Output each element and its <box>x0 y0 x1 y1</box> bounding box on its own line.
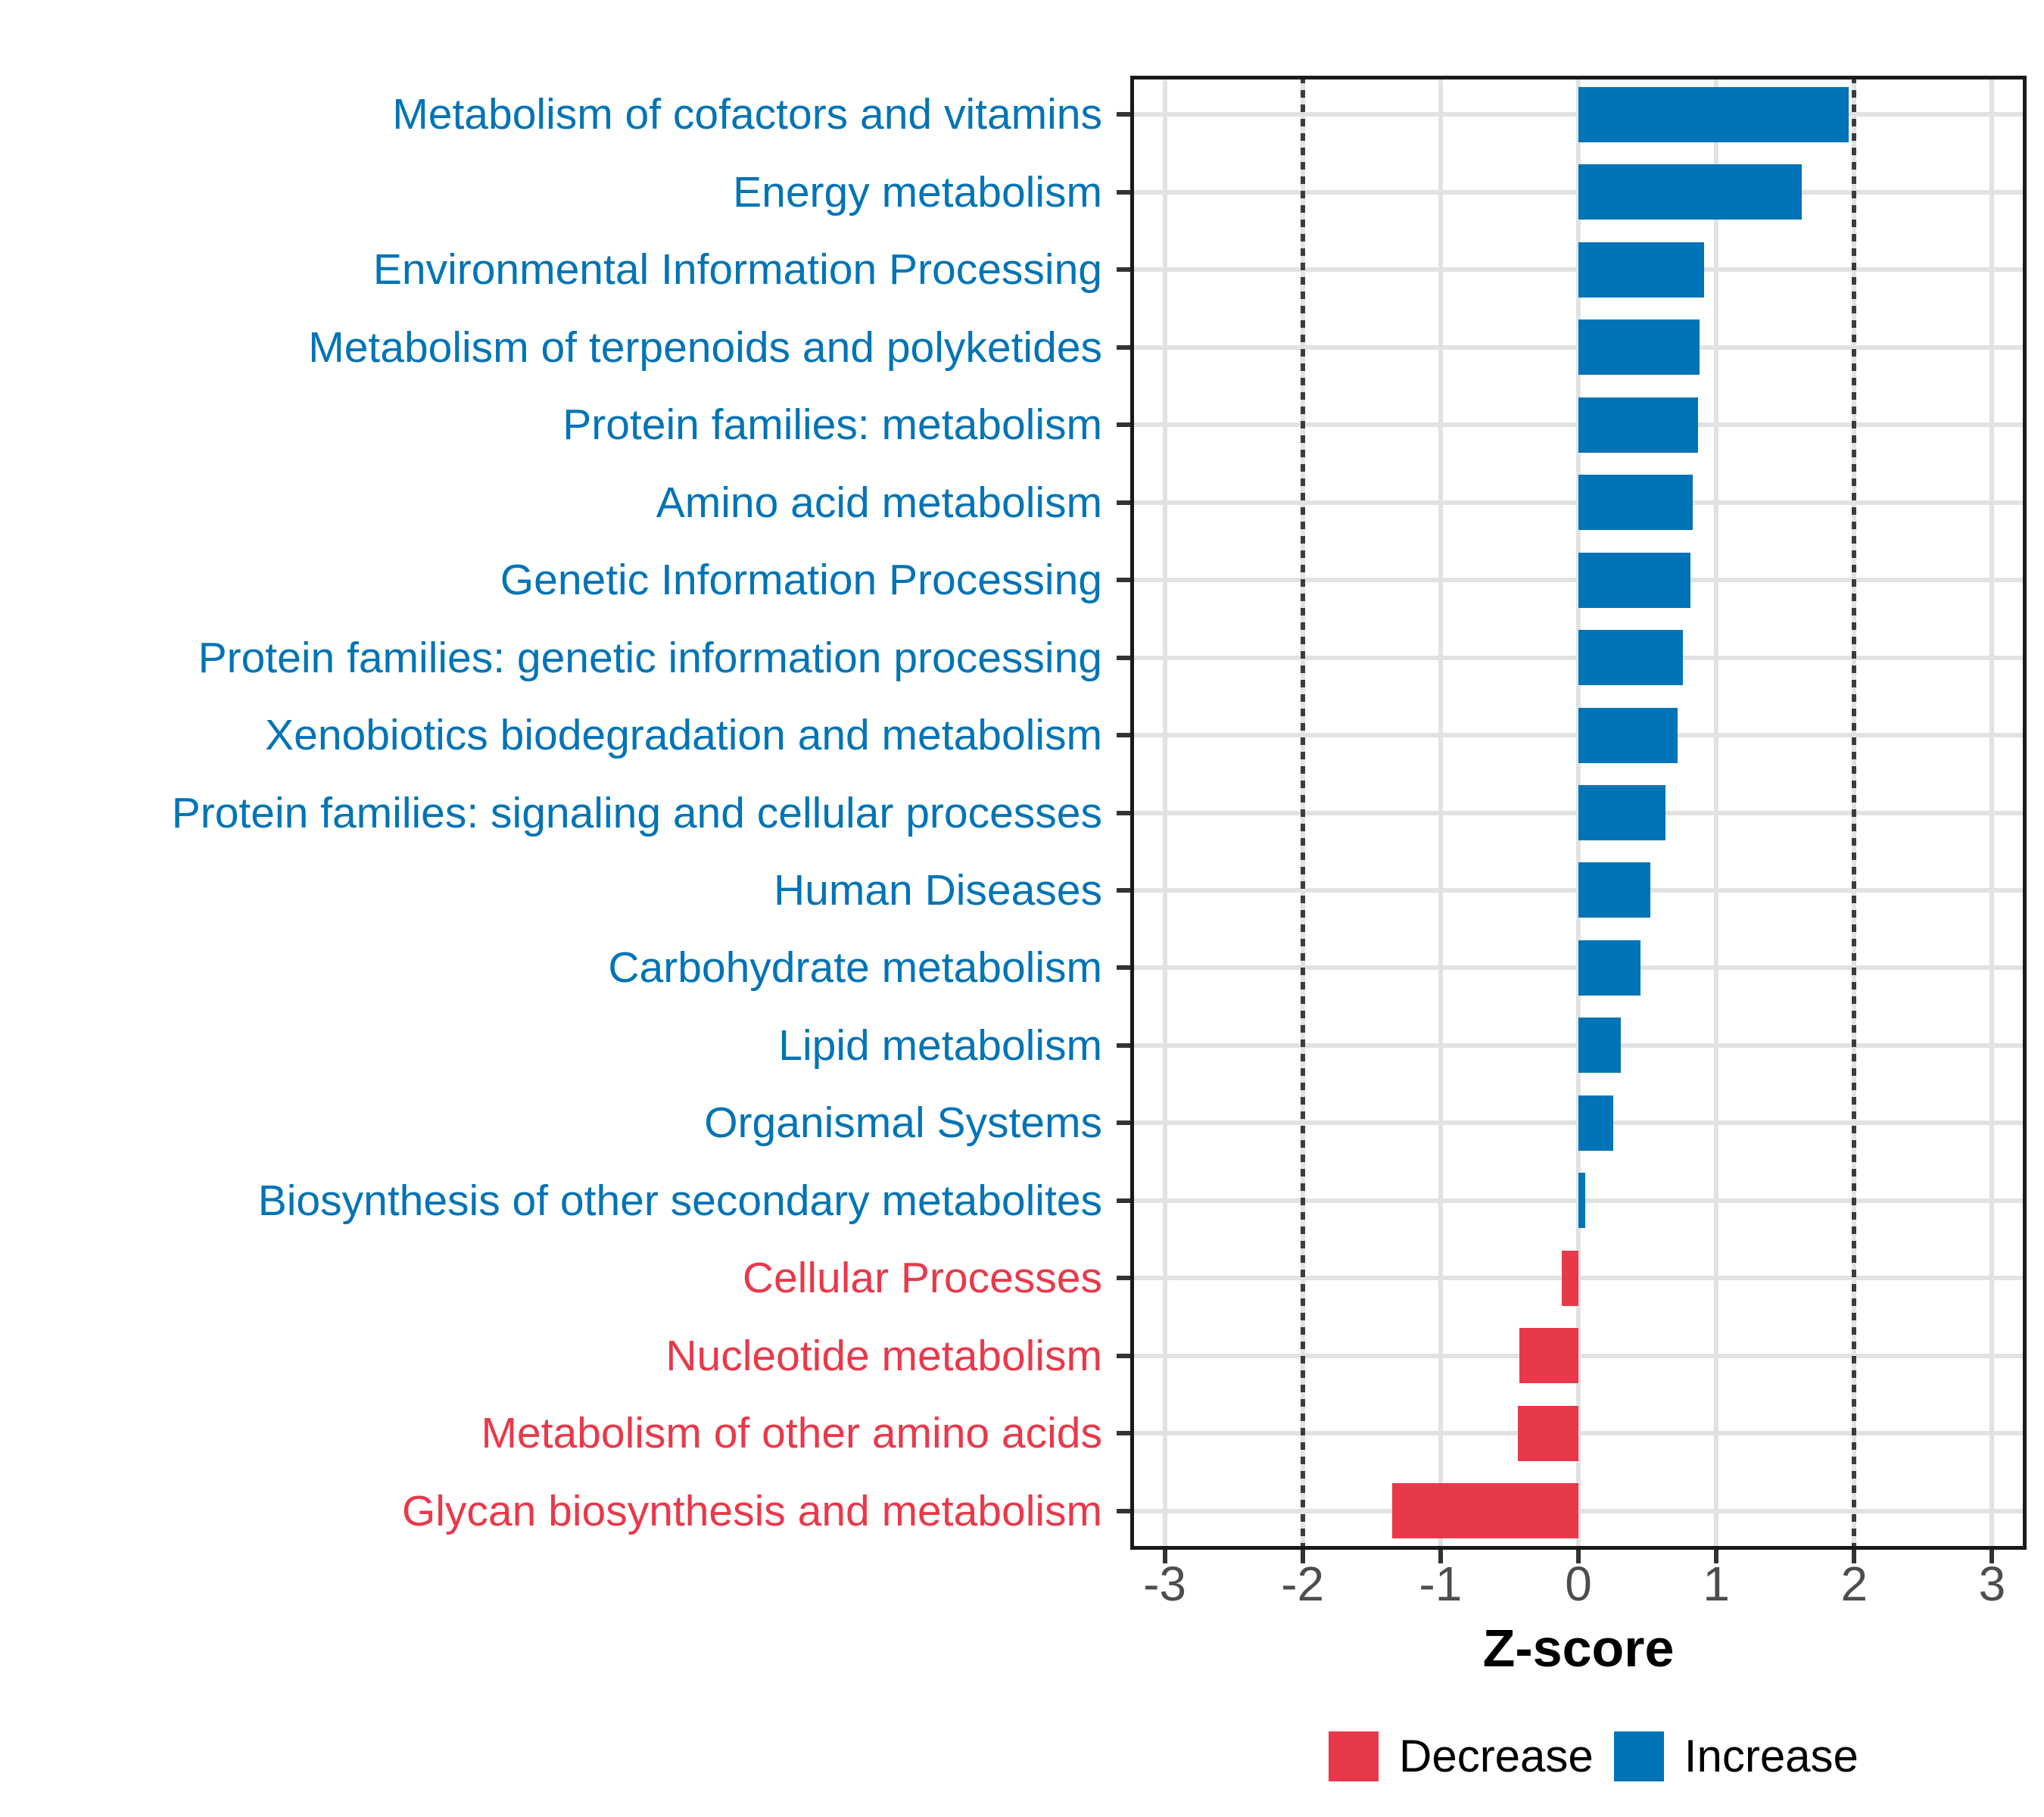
y-axis-tick <box>1117 189 1130 195</box>
category-label: Metabolism of cofactors and vitamins <box>392 90 1102 139</box>
category-label: Glycan biosynthesis and metabolism <box>401 1486 1102 1535</box>
bar-increase <box>1578 397 1699 453</box>
x-tick-label: 3 <box>1978 1557 2006 1611</box>
category-label: Energy metabolism <box>733 167 1102 217</box>
category-label: Nucleotide metabolism <box>665 1331 1102 1380</box>
gridline-y <box>1130 1431 2027 1436</box>
x-axis-tick <box>1714 1550 1719 1563</box>
category-label: Human Diseases <box>773 865 1102 915</box>
category-label: Protein families: genetic information pr… <box>198 633 1102 682</box>
x-axis-tick <box>1852 1550 1857 1563</box>
gridline-y <box>1130 1353 2027 1358</box>
bar-decrease <box>1517 1405 1578 1461</box>
threshold-line--2 <box>1300 76 1305 1550</box>
plot-panel <box>1130 76 2027 1550</box>
bar-increase <box>1578 86 1849 142</box>
legend: Decrease Increase <box>1329 1730 1859 1782</box>
bar-increase <box>1578 940 1640 996</box>
x-tick-label: 1 <box>1703 1557 1730 1611</box>
category-label: Amino acid metabolism <box>656 478 1102 527</box>
category-label: Protein families: metabolism <box>562 400 1102 450</box>
category-label: Cellular Processes <box>742 1254 1102 1303</box>
gridline-y <box>1130 1508 2027 1513</box>
x-tick-label: 2 <box>1840 1557 1868 1611</box>
threshold-line-2 <box>1852 76 1857 1550</box>
bar-increase <box>1578 1018 1622 1074</box>
category-label: Metabolism of terpenoids and polyketides <box>308 323 1102 372</box>
bar-increase <box>1578 785 1665 840</box>
x-axis-title: Z-score <box>1482 1619 1675 1678</box>
x-axis-tick <box>1576 1550 1581 1563</box>
y-axis-tick <box>1117 344 1130 350</box>
y-axis-tick <box>1117 733 1130 738</box>
y-axis-tick <box>1117 1431 1130 1436</box>
legend-label-decrease: Decrease <box>1399 1731 1594 1781</box>
y-axis-tick <box>1117 500 1130 505</box>
category-label: Environmental Information Processing <box>372 245 1102 295</box>
bar-increase <box>1578 164 1803 220</box>
x-tick-label: 0 <box>1565 1557 1592 1611</box>
bar-decrease <box>1519 1328 1578 1384</box>
y-axis-tick <box>1117 578 1130 583</box>
legend-swatch-increase <box>1613 1731 1664 1781</box>
bar-increase <box>1578 475 1693 531</box>
y-axis-tick <box>1117 422 1130 428</box>
x-tick-label: -2 <box>1281 1557 1325 1611</box>
legend-swatch-decrease <box>1329 1731 1379 1781</box>
y-axis-tick <box>1117 1353 1130 1358</box>
legend-label-increase: Increase <box>1684 1731 1859 1781</box>
y-axis-tick <box>1117 810 1130 815</box>
bar-increase <box>1578 242 1704 298</box>
y-axis-tick <box>1117 1198 1130 1203</box>
y-axis-tick <box>1117 887 1130 893</box>
bar-increase <box>1578 630 1684 686</box>
category-label: Biosynthesis of other secondary metaboli… <box>257 1176 1102 1225</box>
category-label: Lipid metabolism <box>778 1021 1102 1070</box>
bar-decrease <box>1392 1483 1578 1539</box>
y-axis-tick <box>1117 1120 1130 1126</box>
y-axis-tick <box>1117 1508 1130 1513</box>
y-axis-tick <box>1117 267 1130 273</box>
category-label: Metabolism of other amino acids <box>481 1409 1102 1458</box>
x-axis-tick <box>1162 1550 1167 1563</box>
bar-increase <box>1578 1095 1613 1151</box>
bar-decrease <box>1562 1250 1578 1306</box>
y-axis-tick <box>1117 112 1130 117</box>
category-label: Genetic Information Processing <box>500 556 1102 605</box>
x-tick-label: -3 <box>1143 1557 1186 1611</box>
bar-increase <box>1578 552 1690 608</box>
category-label: Organismal Systems <box>704 1099 1102 1148</box>
y-axis-tick <box>1117 965 1130 971</box>
x-axis-tick <box>1300 1550 1305 1563</box>
x-axis-tick <box>1438 1550 1443 1563</box>
x-axis-tick <box>1989 1550 1995 1563</box>
y-axis-tick <box>1117 1043 1130 1048</box>
y-axis-tick <box>1117 655 1130 660</box>
bar-increase <box>1578 319 1700 376</box>
category-label: Xenobiotics biodegradation and metabolis… <box>265 711 1102 760</box>
y-axis-tick <box>1117 1276 1130 1281</box>
category-label: Protein families: signaling and cellular… <box>171 788 1102 837</box>
bar-increase <box>1578 707 1678 763</box>
bar-increase <box>1578 862 1650 918</box>
gridline-y <box>1130 1276 2027 1281</box>
category-label: Carbohydrate metabolism <box>608 943 1102 993</box>
bar-increase <box>1578 1173 1586 1229</box>
x-tick-label: -1 <box>1419 1557 1463 1611</box>
